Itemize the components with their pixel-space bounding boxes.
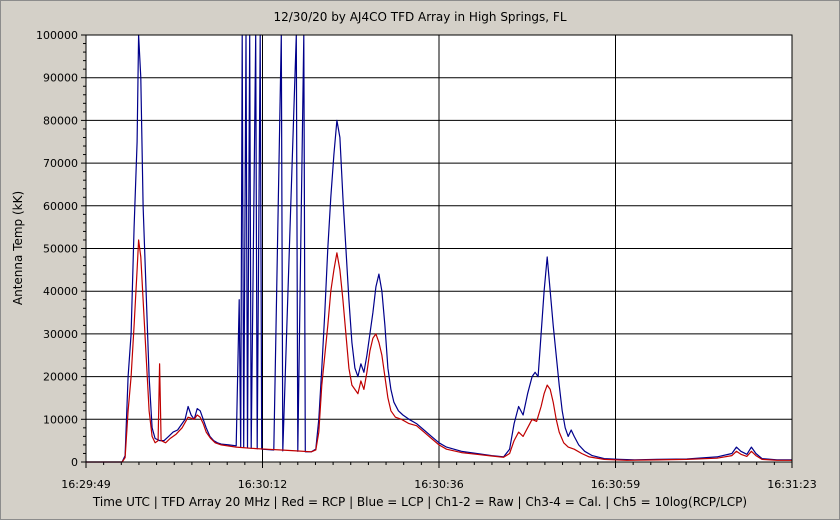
y-tick-label: 50000 [43, 243, 78, 256]
series-line-rcp [86, 239, 792, 463]
y-tick-label: 10000 [43, 413, 78, 426]
x-tick-label: 16:31:23 [767, 478, 816, 491]
y-tick-label: 90000 [43, 72, 78, 85]
y-tick-labels: 0 10000 20000 30000 40000 50000 60000 70000 8000… [36, 29, 78, 469]
y-tick-label: 60000 [43, 200, 78, 213]
x-tick-label: 16:30:59 [591, 478, 640, 491]
x-tick-labels: 16:29:49 16:30:12 16:30:36 16:30:59 16:31:23 [61, 478, 816, 491]
x-tick-label: 16:30:36 [414, 478, 463, 491]
x-tick-label: 16:30:12 [238, 478, 287, 491]
footer-caption: Time UTC | TFD Array 20 MHz | Red = RCP … [92, 495, 748, 509]
y-tick-label: 80000 [43, 114, 78, 127]
y-axis-label: Antenna Temp (kK) [11, 191, 25, 305]
y-tick-label: 0 [71, 456, 78, 469]
x-tick-label: 16:29:49 [61, 478, 110, 491]
y-tick-label: 20000 [43, 371, 78, 384]
grid-lines [86, 35, 792, 462]
series-line-lcp [86, 34, 792, 463]
y-tick-label: 70000 [43, 157, 78, 170]
plot-border [85, 34, 793, 463]
y-tick-label: 40000 [43, 285, 78, 298]
y-tick-label: 30000 [43, 328, 78, 341]
series-layer [85, 34, 793, 463]
chart-title: 12/30/20 by AJ4CO TFD Array in High Spri… [273, 10, 567, 24]
y-tick-label: 100000 [36, 29, 78, 42]
